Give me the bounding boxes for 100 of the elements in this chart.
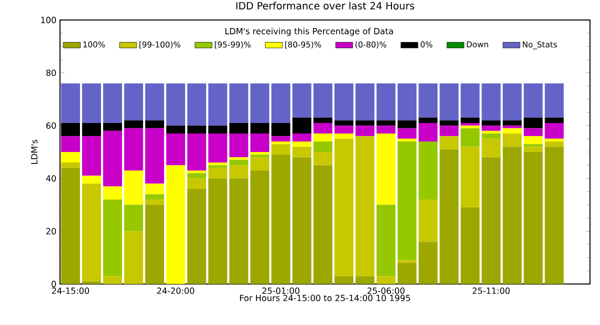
bar: [229, 178, 248, 284]
bar: [440, 149, 459, 284]
legend-title: LDM's receiving this Percentage of Data: [225, 28, 393, 36]
bar: [145, 204, 164, 284]
bar: [355, 126, 374, 136]
bar: [187, 178, 206, 189]
bar: [271, 144, 290, 155]
bar: [460, 118, 480, 123]
bar: [124, 231, 144, 284]
bar: [82, 122, 102, 136]
bar: [524, 118, 543, 128]
bar: [292, 146, 312, 158]
x-tick-label: 24-20:00: [157, 288, 194, 294]
bar: [250, 152, 270, 155]
bar: [482, 83, 501, 120]
bar: [124, 128, 144, 170]
bar: [103, 130, 122, 186]
bar: [376, 126, 396, 134]
bar: [398, 262, 416, 284]
bar: [440, 126, 459, 136]
bar: [460, 126, 480, 128]
bar: [82, 184, 102, 282]
bar: [166, 134, 186, 166]
bar: [208, 83, 228, 126]
bar: [166, 165, 186, 284]
bar: [292, 83, 312, 118]
x-axis-title: For Hours 24-15:00 to 25-14:00 10 1995: [240, 294, 410, 302]
bar: [61, 162, 80, 168]
bar: [544, 118, 564, 123]
bar: [313, 83, 332, 118]
bar: [524, 128, 543, 136]
bar: [502, 120, 522, 126]
bar: [313, 118, 332, 123]
bar: [544, 146, 564, 284]
bar: [460, 122, 480, 126]
bar: [103, 122, 122, 131]
bar: [355, 120, 374, 126]
x-tick-label: 24-15:00: [52, 288, 90, 294]
y-tick-label: 0: [52, 280, 56, 288]
bar: [82, 136, 102, 176]
bar: [544, 122, 564, 139]
bar: [313, 141, 332, 152]
bar: [187, 126, 206, 134]
bar: [313, 165, 332, 284]
bar: [61, 83, 80, 123]
bar: [440, 136, 459, 150]
bar: [250, 154, 270, 158]
bar: [103, 200, 122, 276]
bar: [398, 83, 416, 120]
bar: [482, 120, 501, 126]
bar: [376, 204, 396, 276]
bar: [124, 204, 144, 232]
bar: [271, 136, 290, 142]
y-tick-label: 80: [46, 70, 56, 76]
bar: [418, 118, 438, 123]
bar: [82, 83, 102, 123]
x-tick-label: 25-01:00: [262, 288, 300, 294]
bar: [418, 200, 438, 242]
bar: [250, 134, 270, 152]
bar: [145, 184, 164, 194]
bar: [398, 120, 416, 128]
bar: [355, 276, 374, 284]
y-tick-label: 40: [46, 175, 56, 182]
bar: [376, 276, 396, 284]
bar: [376, 120, 396, 126]
bar: [334, 83, 354, 120]
bar: [460, 207, 480, 284]
bar: [460, 128, 480, 147]
bar: [271, 141, 290, 144]
bar: [334, 138, 354, 276]
bar: [145, 83, 164, 120]
bar: [208, 162, 228, 166]
bar: [502, 134, 522, 147]
bar: [292, 134, 312, 142]
bar: [229, 165, 248, 178]
bar: [292, 118, 312, 134]
bar: [187, 170, 206, 174]
bar: [334, 120, 354, 126]
bar: [250, 83, 270, 123]
bar: [208, 165, 228, 168]
bar: [250, 170, 270, 284]
bar: [460, 146, 480, 208]
bar: [313, 134, 332, 142]
bar: [229, 160, 248, 166]
bar: [440, 120, 459, 126]
x-tick-label: 25-11:00: [472, 288, 510, 294]
bar: [145, 200, 164, 205]
bar: [398, 138, 416, 142]
bar: [166, 83, 186, 126]
bar: [544, 83, 564, 118]
bar: [482, 126, 501, 131]
bar: [398, 128, 416, 139]
bar: [208, 134, 228, 163]
bar: [502, 83, 522, 120]
x-tick-label: 25-06:00: [368, 288, 405, 294]
bar: [482, 134, 501, 139]
bar: [208, 168, 228, 178]
bar: [292, 157, 312, 284]
bar: [229, 83, 248, 123]
bar: [460, 83, 480, 118]
